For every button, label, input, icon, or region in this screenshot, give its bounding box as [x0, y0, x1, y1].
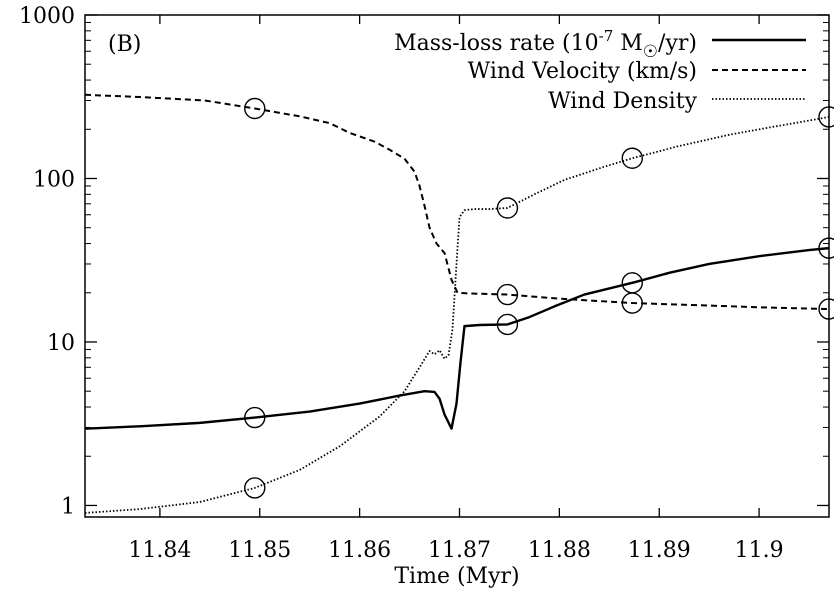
- x-tick-label: 11.85: [228, 538, 291, 563]
- y-tick-label: 1: [61, 494, 75, 519]
- marker-wind-density: [244, 477, 266, 499]
- panel-label: (B): [108, 32, 141, 57]
- legend-entry-wind-velocity: Wind Velocity (km/s): [468, 59, 697, 84]
- marker-mass-loss-rate: [496, 313, 519, 336]
- series-line-wind-velocity: [84, 93, 830, 311]
- marker-wind-density: [496, 197, 519, 219]
- legend-entry-mass-loss-rate: Mass-loss rate (10-7 M☉/yr): [394, 27, 697, 62]
- marker-wind-velocity: [818, 298, 834, 320]
- x-tick-label: 11.87: [428, 538, 491, 563]
- series-layer: [84, 93, 830, 514]
- x-tick-label: 11.86: [328, 538, 391, 563]
- marker-wind-velocity: [496, 283, 519, 306]
- y-tick-label: 10: [47, 331, 75, 356]
- axis-ticks: [85, 14, 829, 517]
- x-tick-label: 11.88: [528, 538, 591, 563]
- x-tick-label: 11.84: [128, 538, 191, 563]
- axis-tick-labels: 11.84 11.85 11.86 11.87 11.88 11.89 11.9 1 10 100…: [19, 4, 784, 563]
- marker-layer: [244, 97, 834, 499]
- series-line-mass-loss-rate: [84, 246, 830, 430]
- marker-mass-loss-rate: [818, 237, 834, 259]
- series-line-wind-density: [84, 116, 830, 514]
- marker-wind-density: [818, 106, 834, 128]
- marker-wind-velocity: [621, 292, 643, 314]
- plot-frame: [84, 14, 830, 518]
- x-tick-label: 11.9: [735, 538, 784, 563]
- marker-mass-loss-rate: [244, 406, 266, 429]
- y-tick-label: 100: [33, 167, 75, 192]
- x-tick-label: 11.89: [628, 538, 691, 563]
- legend-entry-wind-density: Wind Density: [548, 89, 698, 114]
- x-axis-title: Time (Myr): [394, 564, 519, 589]
- marker-wind-velocity: [244, 97, 266, 120]
- y-tick-label: 1000: [19, 4, 75, 29]
- marker-wind-density: [621, 147, 643, 169]
- legend: Mass-loss rate (10-7 M☉/yr) Wind Velocit…: [394, 27, 806, 114]
